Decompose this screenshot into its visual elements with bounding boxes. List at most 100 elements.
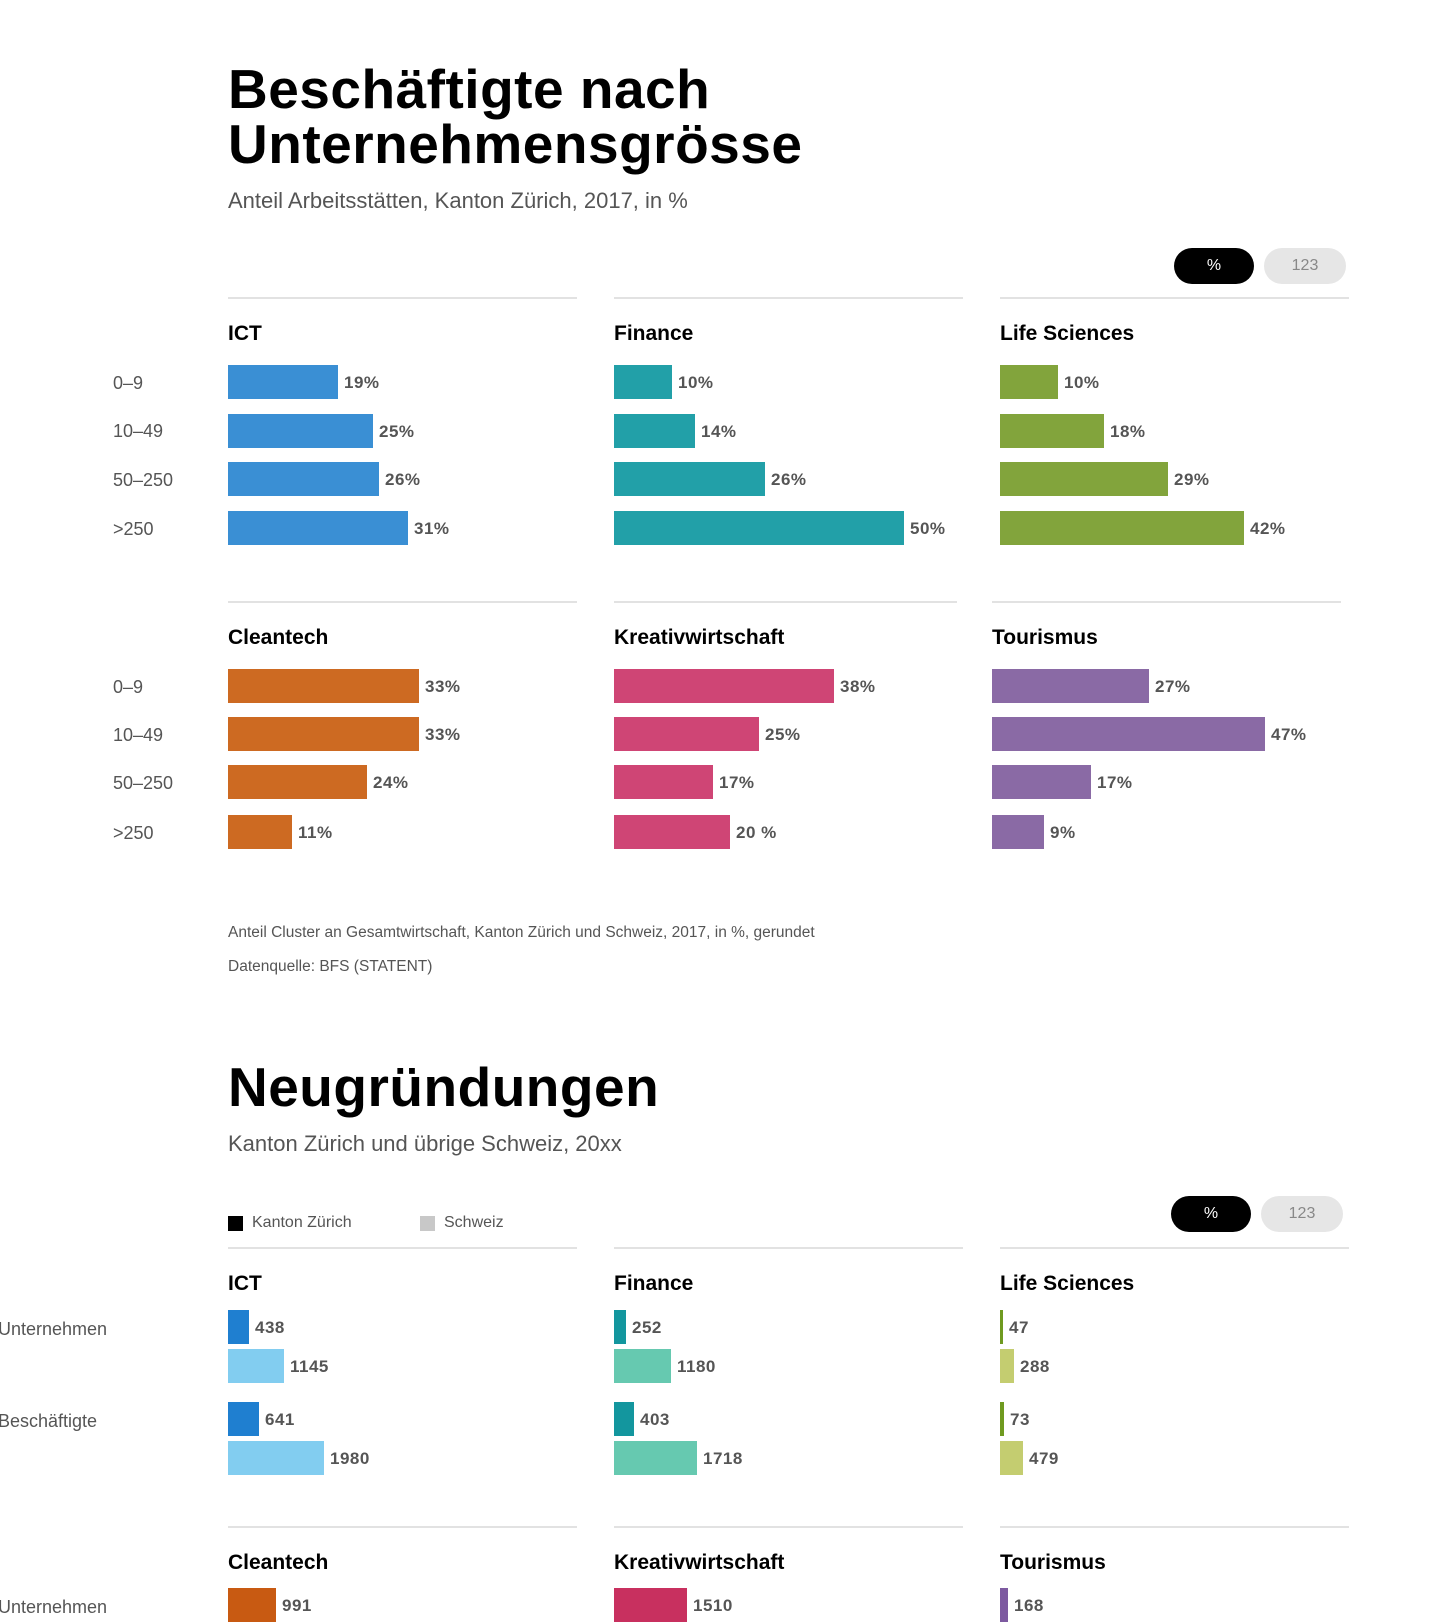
bar-value-label: 11% [298,823,333,842]
panel-title-cleantech: Cleantech [228,626,329,649]
bar-life-sciences-2 [1000,462,1168,496]
panel-title-tourismus: Tourismus [992,626,1098,649]
number-toggle-button[interactable]: 123 [1261,1196,1343,1232]
row-label-0-9: 0–9 [113,677,144,697]
bar-kreativwirtschaft-0 [614,669,834,703]
chart2-subtitle: Kanton Zürich und übrige Schweiz, 20xx [228,1131,622,1156]
bar-value-label: 73 [1010,1410,1030,1429]
bar-value-label: 33% [425,725,461,744]
bar-finance-ch [614,1441,697,1475]
panel-title-kreativwirtschaft: Kreativwirtschaft [614,1551,785,1574]
bar-life-sciences-zh [1000,1310,1003,1344]
panel-divider [228,1526,577,1528]
bar-life-sciences-ch [1000,1441,1023,1475]
bar-value-label: 403 [640,1410,670,1429]
row-label-over-250: >250 [113,519,154,539]
panel-divider [614,601,957,603]
number-toggle-button[interactable]: 123 [1264,248,1346,284]
bar-tourismus-3 [992,815,1044,849]
bar-ict-3 [228,511,408,545]
panel-divider [1000,1526,1349,1528]
bar-value-label: 10% [1064,373,1100,392]
panel-title-ict: ICT [228,322,262,345]
row-label-unternehmen: Unternehmen [0,1597,108,1617]
bar-cleantech-1 [228,717,419,751]
chart1-footnote: Anteil Cluster an Gesamtwirtschaft, Kant… [228,924,815,941]
panel-title-finance: Finance [614,1272,694,1295]
bar-value-label: 47 [1009,1318,1029,1337]
row-label-over-250: >250 [113,823,154,843]
bar-value-label: 288 [1020,1357,1050,1376]
row-label-unternehmen: Unternehmen [0,1319,108,1339]
row-label-50-250: 50–250 [113,470,174,490]
bar-value-label: 26% [385,470,421,489]
bar-value-label: 9% [1050,823,1076,842]
legend-label-zurich: Kanton Zürich [252,1214,352,1231]
panel-title-cleantech: Cleantech [228,1551,329,1574]
bar-cleantech-0 [228,669,419,703]
panel-title-finance: Finance [614,322,694,345]
bar-ict-2 [228,462,379,496]
bar-tourismus-1 [992,717,1265,751]
chart1-title-line1: Beschäftigte nach [228,58,711,120]
bar-value-label: 24% [373,773,409,792]
bar-value-label: 25% [379,422,415,441]
bar-finance-3 [614,511,904,545]
chart1-title-line2: Unternehmensgrösse [228,113,803,175]
bar-finance-0 [614,365,672,399]
bar-ict-ch [228,1441,324,1475]
bar-value-label: 19% [344,373,380,392]
percent-toggle-button[interactable]: % [1174,248,1254,284]
bar-value-label: 38% [840,677,876,696]
bar-value-label: 47% [1271,725,1307,744]
bar-value-label: 14% [701,422,737,441]
bar-value-label: 25% [765,725,801,744]
bar-value-label: 20 % [736,823,777,842]
bar-kreativwirtschaft-1 [614,717,759,751]
row-label-10-49: 10–49 [113,725,164,745]
legend-label-schweiz: Schweiz [444,1214,504,1231]
panel-divider [992,601,1341,603]
bar-value-label: 1145 [290,1357,329,1376]
bar-finance-zh [614,1310,626,1344]
bar-value-label: 479 [1029,1449,1059,1468]
panel-divider [1000,297,1349,299]
panel-divider [614,1526,963,1528]
bar-life-sciences-1 [1000,414,1104,448]
legend-swatch-schweiz [420,1216,435,1231]
bar-value-label: 10% [678,373,714,392]
bar-finance-zh [614,1402,634,1436]
bar-value-label: 42% [1250,519,1286,538]
panel-title-life-sciences: Life Sciences [1000,322,1135,345]
bar-value-label: 17% [719,773,755,792]
bar-value-label: 17% [1097,773,1133,792]
bar-value-label: 252 [632,1318,662,1337]
chart1-source: Datenquelle: BFS (STATENT) [228,958,433,975]
bar-finance-ch [614,1349,671,1383]
bar-ict-zh [228,1402,259,1436]
bar-ict-ch [228,1349,284,1383]
bar-value-label: 33% [425,677,461,696]
bar-cleantech-zh [228,1588,276,1622]
panel-divider [614,1247,963,1249]
bar-tourismus-0 [992,669,1149,703]
panel-title-ict: ICT [228,1272,262,1295]
panel-title-tourismus: Tourismus [1000,1551,1106,1574]
panel-title-life-sciences: Life Sciences [1000,1272,1135,1295]
bar-value-label: 29% [1174,470,1210,489]
bar-finance-1 [614,414,695,448]
chart2-title: Neugründungen [228,1056,660,1118]
bar-value-label: 27% [1155,677,1191,696]
bar-kreativwirtschaft-2 [614,765,713,799]
bar-value-label: 50% [910,519,946,538]
bar-life-sciences-zh [1000,1402,1004,1436]
panel-divider [228,1247,577,1249]
bar-life-sciences-ch [1000,1349,1014,1383]
bar-finance-2 [614,462,765,496]
bar-kreativwirtschaft-zh [614,1588,687,1622]
bar-ict-1 [228,414,373,448]
bar-cleantech-2 [228,765,367,799]
panel-divider [614,297,963,299]
bar-value-label: 1510 [693,1596,733,1615]
percent-toggle-button[interactable]: % [1171,1196,1251,1232]
